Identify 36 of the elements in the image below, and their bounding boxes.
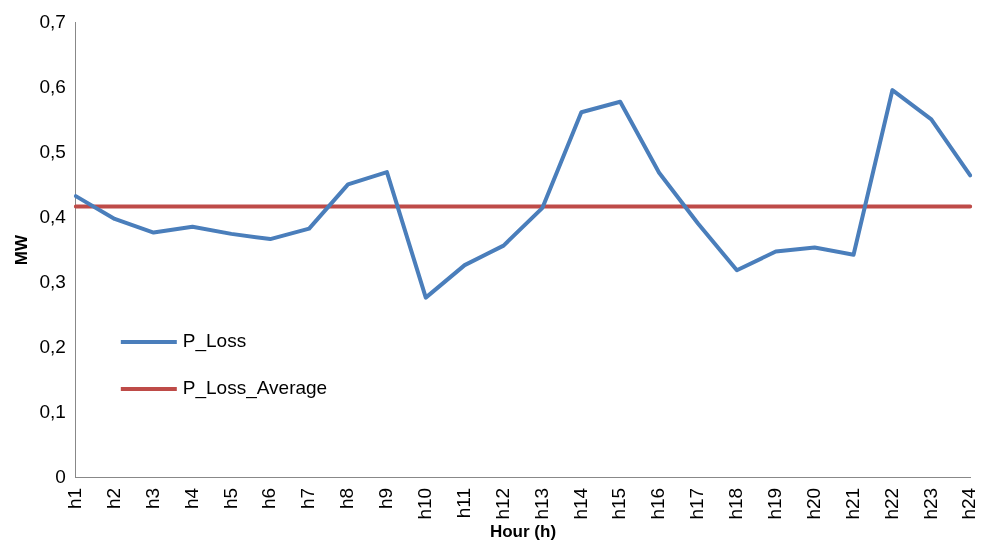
y-tick-label: 0,2	[39, 335, 66, 357]
x-tick-label: h24	[958, 487, 980, 520]
x-tick-label: h18	[725, 487, 747, 520]
legend-label: P_Loss	[182, 330, 247, 353]
x-tick-label: h4	[180, 487, 202, 510]
x-tick-label: h21	[841, 487, 863, 520]
x-tick-label: h19	[764, 487, 785, 520]
x-tick-label: h9	[375, 487, 397, 510]
x-tick-label: h7	[297, 487, 319, 510]
y-tick-label: 0	[55, 466, 66, 488]
x-tick-label: h17	[686, 487, 708, 520]
x-tick-label: h12	[491, 487, 513, 520]
y-tick-label: 0,6	[39, 75, 66, 97]
x-axis-title: Hour (h)	[489, 522, 557, 542]
x-tick-label: h8	[336, 487, 358, 510]
y-tick-label: 0,7	[39, 10, 66, 32]
x-tick-label: h22	[880, 487, 902, 520]
y-tick-label: 0,3	[39, 270, 66, 292]
y-tick-label: 0,4	[39, 205, 67, 227]
y-tick-label: 0,1	[39, 401, 66, 423]
x-tick-label: h6	[258, 487, 280, 510]
x-tick-label: h16	[647, 487, 669, 520]
x-tick-label: h14	[569, 487, 591, 520]
x-tick-label: h2	[102, 487, 124, 510]
legend-label: P_Loss_Average	[182, 377, 328, 400]
x-tick-label: h3	[141, 487, 163, 510]
x-tick-label: h11	[452, 487, 474, 519]
x-tick-label: h10	[414, 487, 436, 520]
y-tick-label: 0,5	[39, 140, 66, 162]
x-tick-label: h13	[530, 487, 552, 520]
x-tick-label: h20	[802, 487, 824, 520]
x-tick-label: h23	[919, 487, 941, 520]
y-axis-title: MW	[11, 234, 31, 266]
x-tick-label: h15	[608, 487, 630, 520]
x-tick-label: h5	[219, 487, 241, 510]
x-tick-label: h1	[64, 487, 86, 510]
